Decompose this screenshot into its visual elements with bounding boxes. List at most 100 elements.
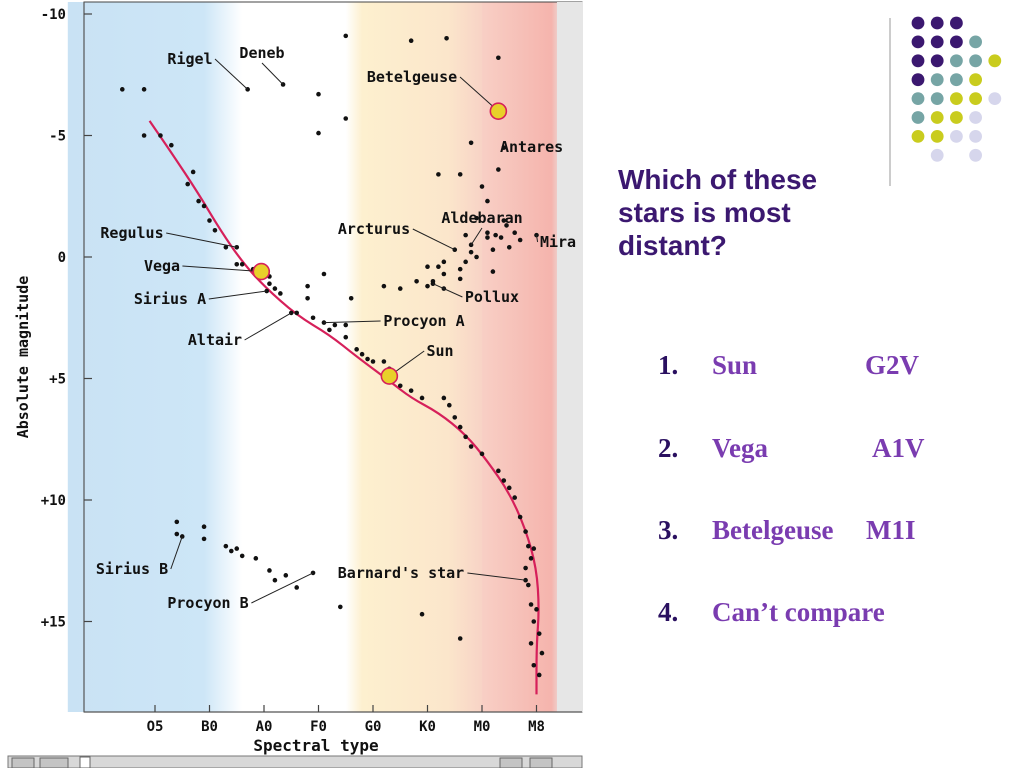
- star-label: Deneb: [239, 44, 284, 62]
- data-point: [120, 87, 125, 92]
- data-point: [397, 383, 403, 389]
- spectral-bands: [67, 2, 564, 712]
- data-point: [201, 536, 207, 542]
- data-point: [526, 543, 531, 549]
- data-point: [294, 585, 300, 590]
- highlight-marker-betelgeuse: [489, 102, 508, 120]
- data-point: [278, 291, 283, 296]
- data-point: [490, 269, 496, 274]
- decorative-dot: [950, 92, 963, 105]
- data-point: [512, 230, 517, 235]
- data-point: [354, 347, 359, 352]
- data-point: [474, 254, 479, 260]
- decorative-dot: [930, 54, 944, 68]
- data-point: [498, 235, 504, 240]
- star-label: Mira: [540, 233, 576, 251]
- data-point: [452, 415, 458, 420]
- answer-spectral-class: M1I: [866, 515, 916, 545]
- data-point: [234, 261, 240, 267]
- decorative-dot: [969, 148, 982, 162]
- scrollbar-button-right: [499, 757, 523, 768]
- decorative-dot: [911, 111, 925, 124]
- leader-line: [470, 227, 483, 246]
- decorative-dot: [950, 35, 963, 49]
- decorative-dot: [911, 130, 925, 143]
- leader-line: [214, 58, 248, 90]
- scrollbar-button-end: [529, 757, 553, 768]
- data-point: [419, 611, 425, 617]
- data-point: [310, 315, 316, 321]
- star-label: Betelgeuse: [367, 68, 457, 86]
- data-point: [343, 334, 349, 340]
- answer-spectral-class: G2V: [865, 350, 919, 380]
- data-point: [141, 133, 147, 138]
- data-points: [120, 33, 545, 678]
- question-text: Which of these stars is most distant?: [618, 163, 878, 262]
- data-point: [457, 276, 463, 282]
- star-label: Aldebaran: [441, 209, 522, 227]
- data-point: [141, 87, 147, 92]
- data-point: [253, 556, 259, 561]
- data-point: [294, 310, 300, 316]
- answer-number: 4.: [658, 597, 679, 627]
- x-tick-label: M0: [474, 719, 491, 735]
- y-ticks: -10 -5 0 +5 +10 +15: [41, 7, 92, 631]
- answer-number: 2.: [658, 433, 679, 463]
- data-point: [463, 259, 468, 265]
- decorative-dot: [911, 35, 925, 49]
- answer-number: 1.: [658, 350, 679, 380]
- decorative-dot: [988, 54, 1002, 68]
- data-point: [327, 327, 332, 333]
- x-tick-label: K0: [419, 719, 436, 735]
- decorative-dot: [930, 16, 944, 30]
- band-white: [242, 2, 346, 712]
- star-label: Barnard's star: [338, 564, 464, 582]
- data-point: [457, 636, 463, 641]
- leader-line: [536, 235, 539, 243]
- window-gray-strip: [557, 2, 583, 712]
- data-point: [332, 322, 338, 328]
- star-label: Vega: [144, 257, 180, 275]
- star-point: [501, 145, 507, 150]
- question-line-2: stars is most: [618, 197, 791, 228]
- data-point: [272, 286, 278, 291]
- decorative-dot: [950, 111, 963, 124]
- data-point: [528, 602, 534, 607]
- scrollbar-thumb: [79, 756, 91, 768]
- band-blue: [67, 2, 243, 712]
- data-point: [528, 641, 534, 646]
- scrollbar-button-mid: [39, 757, 69, 768]
- leader-line: [170, 536, 183, 570]
- data-point: [536, 672, 542, 678]
- data-point: [436, 172, 441, 177]
- data-point: [212, 227, 218, 233]
- data-point: [190, 169, 196, 175]
- data-point: [534, 607, 539, 612]
- x-tick-label: B0: [201, 719, 218, 735]
- band-red: [482, 2, 564, 712]
- data-point: [501, 478, 507, 483]
- data-point: [441, 395, 447, 401]
- data-point: [196, 198, 201, 204]
- answer-star-name: Can’t compare: [712, 597, 885, 627]
- data-point: [207, 218, 212, 223]
- data-point: [474, 215, 479, 221]
- decorative-dot: [969, 35, 982, 49]
- data-point: [223, 543, 229, 549]
- data-point: [468, 444, 474, 449]
- data-point: [397, 286, 403, 291]
- data-point: [185, 181, 190, 187]
- data-point: [468, 249, 474, 255]
- data-point: [283, 573, 289, 578]
- data-point: [485, 198, 490, 204]
- decorative-dot: [911, 92, 925, 105]
- data-point: [321, 271, 327, 277]
- star-label: Sun: [426, 342, 453, 360]
- data-point: [174, 531, 180, 537]
- star-label: Arcturus: [338, 220, 410, 238]
- data-point: [365, 356, 370, 362]
- data-point: [517, 237, 523, 243]
- star-label: Altair: [188, 331, 242, 349]
- y-tick-label: 0: [58, 250, 66, 266]
- data-point: [174, 519, 180, 525]
